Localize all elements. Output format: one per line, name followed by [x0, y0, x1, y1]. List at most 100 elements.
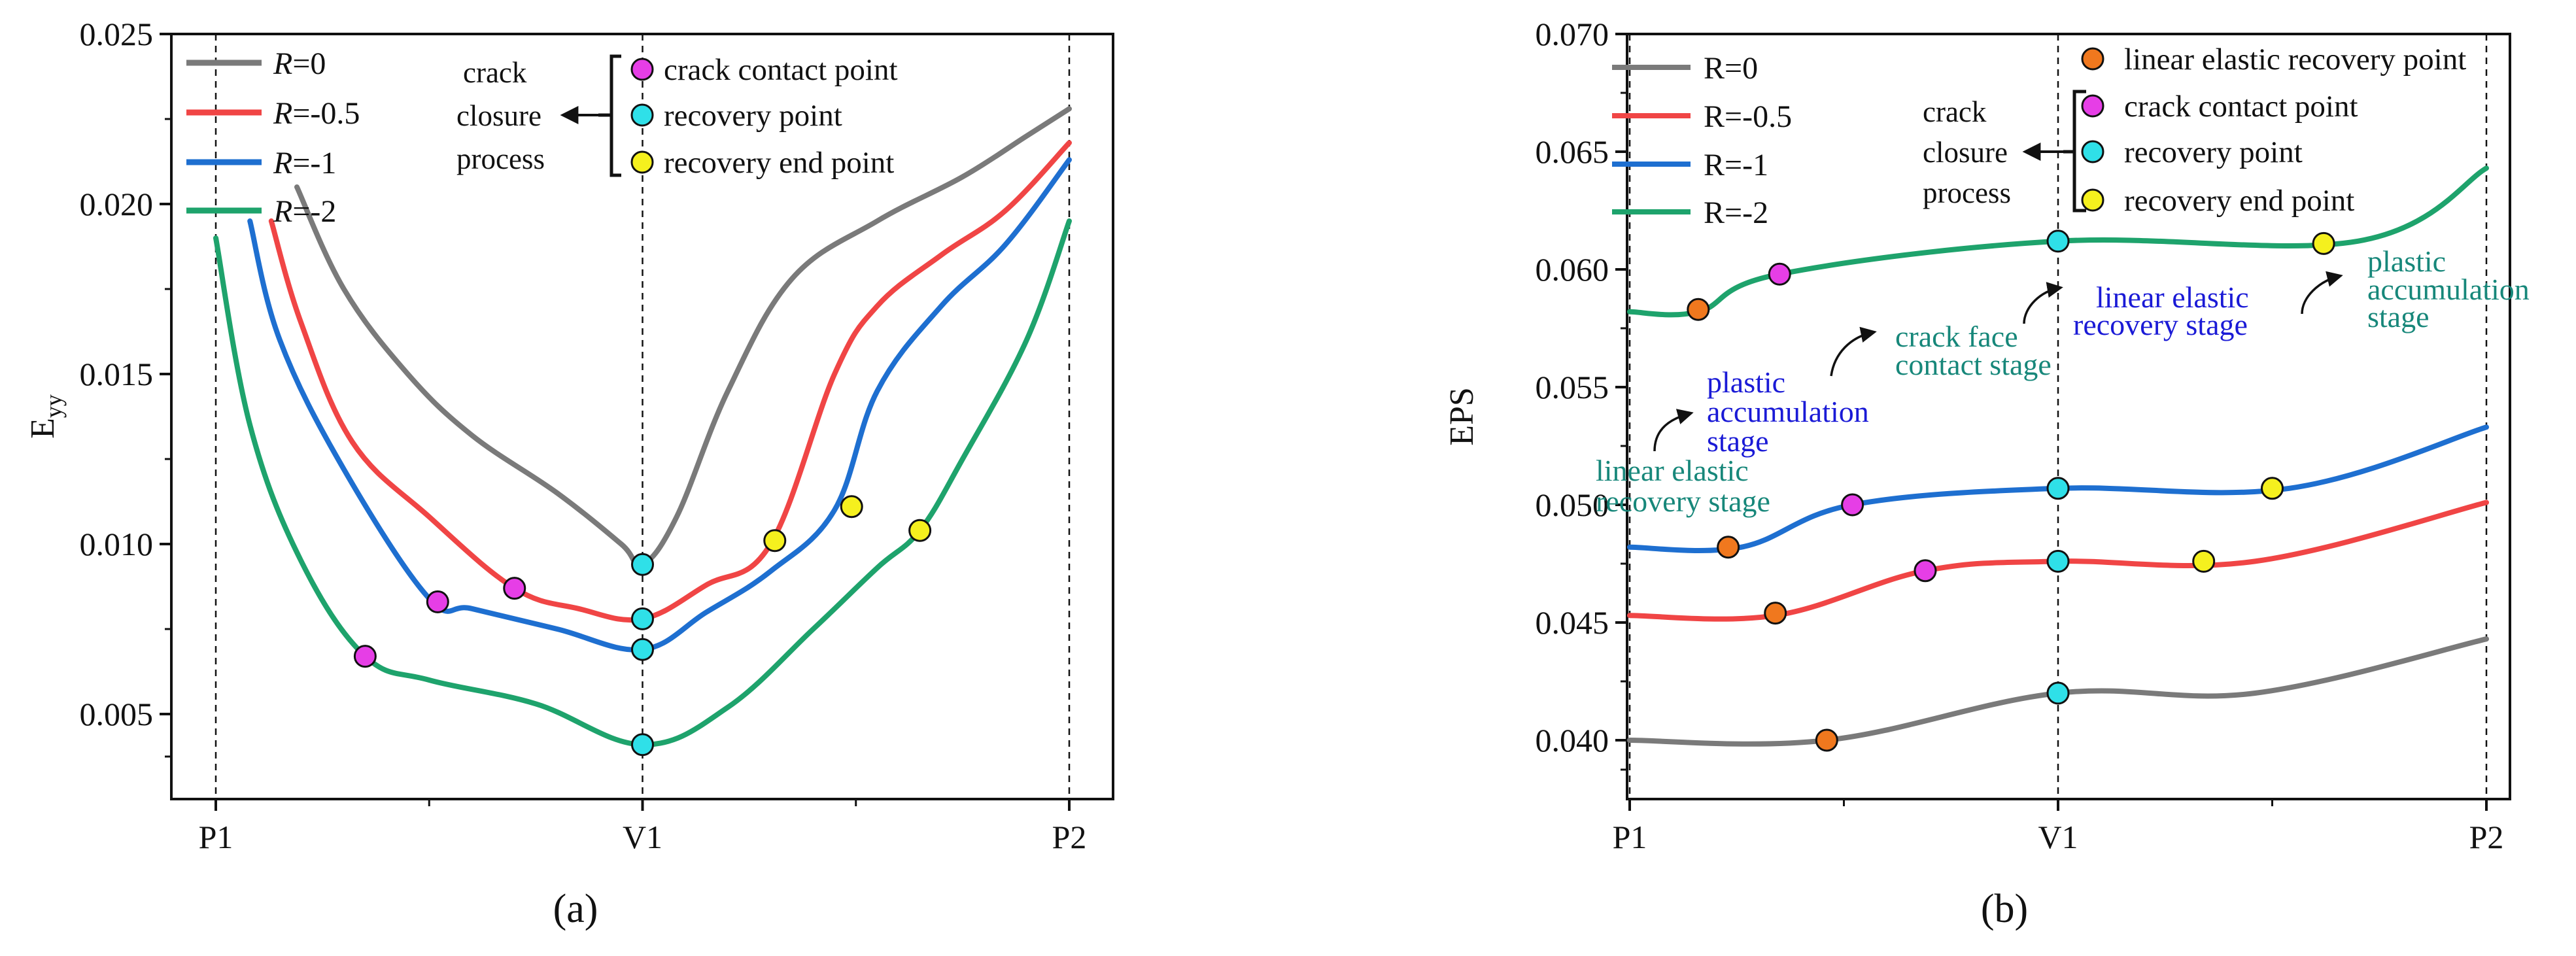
b-end-point — [2312, 231, 2335, 255]
panel-b-guide-lines — [1628, 34, 2488, 799]
stage-2-line-2: accumulation — [1707, 395, 1869, 428]
b-contact-point — [1768, 262, 1791, 286]
legend-b-label-r0: R=0 — [1704, 51, 1758, 86]
panel-b-key-contact-label: crack contact point — [2124, 90, 2358, 124]
panel-a-ylabel: Eyy — [24, 394, 67, 439]
panel-b-process-line-3: process — [1923, 177, 2011, 209]
panel-a-points — [353, 495, 932, 757]
b-y-tick-label: 0.045 — [1536, 604, 1609, 641]
stage-3-line-2: contact stage — [1895, 348, 2052, 381]
stage-4-line-2: recovery stage — [2073, 308, 2248, 341]
stage-2-line-3: stage — [1707, 424, 1769, 458]
panel-a-legend: R=0 R=-0.5 R=-1 R=-2 — [186, 46, 360, 229]
b-y-tick-label: 0.040 — [1536, 722, 1609, 759]
legend-a-r1-prefix: R — [273, 146, 292, 180]
b-contact-point — [1914, 559, 1937, 583]
a-recovery-point — [631, 638, 654, 661]
a-recovery-point — [631, 553, 654, 576]
a-end-point — [840, 495, 863, 519]
legend-a-label-r2: R=-2 — [273, 194, 336, 229]
a-series-line-r-1 — [247, 157, 1072, 653]
panel-a-bracket — [598, 54, 621, 177]
panel-a-key-end-label: recovery end point — [664, 146, 894, 180]
panel-b-ylabel: EPS — [1443, 387, 1481, 446]
legend-b-label-r2: R=-2 — [1704, 196, 1768, 230]
panel-a-key-contact-label: crack contact point — [664, 53, 898, 87]
a-recovery-point — [631, 733, 654, 757]
panel-b-stage-labels: linear elastic recovery stage plastic ac… — [1596, 245, 2530, 518]
b-x-tick-label-p1: P1 — [1613, 819, 1647, 855]
legend-a-r2-suffix: =-2 — [292, 194, 336, 229]
panel-b-caption-text: (b) — [1981, 887, 2028, 931]
a-x-tick-label-p1: P1 — [199, 819, 233, 855]
b-linear-point — [1815, 728, 1838, 752]
stage-3-line-1: crack face — [1895, 320, 2018, 353]
stage-1-line-2: recovery stage — [1596, 485, 1770, 518]
legend-a-label-r0: R=0 — [273, 46, 326, 81]
a-y-tick-label: 0.005 — [80, 696, 154, 732]
a-x-tick-label-v1: V1 — [623, 819, 662, 855]
a-series-line-r0 — [294, 106, 1072, 568]
legend-a-r05-prefix: R — [273, 96, 292, 131]
panel-a-y-ticks: 0.005 0.010 0.015 0.020 0.025 — [80, 16, 171, 758]
legend-a-r1-suffix: =-1 — [292, 146, 336, 180]
b-linear-point — [1717, 536, 1740, 559]
b-recovery-point — [2046, 681, 2070, 705]
panel-a-key-contact-marker — [630, 58, 654, 81]
a-end-point — [908, 519, 932, 542]
legend-a-label-r05: R=-0.5 — [273, 96, 360, 131]
stage-4-arrow — [2301, 271, 2343, 315]
panel-a-key-end-marker — [630, 150, 654, 174]
legend-a-r2-prefix: R — [273, 194, 292, 229]
b-y-tick-label: 0.070 — [1536, 16, 1609, 52]
stage-3-arrow — [2023, 282, 2063, 324]
legend-a-r0-prefix: R — [273, 46, 292, 81]
stage-4-line-1: linear elastic — [2096, 281, 2249, 314]
panel-b-legend: R=0 R=-0.5 R=-1 R=-2 — [1612, 51, 1792, 230]
b-y-tick-label: 0.060 — [1536, 251, 1609, 288]
panel-a-key-recovery-label: recovery point — [664, 99, 842, 133]
panel-a-process-line-3: process — [456, 143, 545, 175]
panel-b-chart: 0.040 0.045 0.050 0.055 0.060 0.065 0.070 P1 V1… — [1443, 16, 2530, 931]
b-y-tick-label: 0.050 — [1536, 487, 1609, 523]
a-contact-point — [426, 590, 449, 613]
panel-a-series — [213, 106, 1072, 747]
b-linear-point — [1764, 602, 1787, 625]
stage-5-line-1: plastic — [2367, 245, 2446, 278]
panel-b-key-end-label: recovery end point — [2124, 184, 2354, 218]
stage-2-arrow — [1830, 326, 1877, 377]
panel-a-ylabel-sub: yy — [41, 394, 67, 418]
b-end-point — [2192, 549, 2216, 573]
panel-a-caption-text: (a) — [553, 887, 598, 931]
panel-b-frame — [1626, 33, 2511, 800]
panel-a-caption: (a) — [553, 887, 598, 931]
b-recovery-point — [2046, 477, 2070, 500]
legend-b-label-r1: R=-1 — [1704, 148, 1768, 182]
panel-b-key-linear-marker — [2081, 47, 2104, 71]
panel-b-key-recovery-label: recovery point — [2124, 135, 2303, 169]
legend-a-r05-suffix: =-0.5 — [292, 96, 360, 131]
stage-2-line-1: plastic — [1707, 366, 1785, 399]
a-contact-point — [353, 645, 377, 668]
panel-b-key-linear-label: linear elastic recovery point — [2124, 43, 2466, 77]
panel-b-caption: (b) — [1981, 887, 2028, 931]
b-recovery-point — [2046, 230, 2070, 253]
panel-a-key-recovery-marker — [630, 103, 654, 127]
panel-a-ylabel-main: E — [24, 418, 61, 439]
b-end-point — [2261, 477, 2284, 500]
stage-5-line-2: accumulation — [2367, 273, 2530, 306]
a-recovery-point — [631, 607, 654, 630]
panel-a-process-line-2: closure — [456, 99, 541, 132]
stage-1-arrow — [1653, 409, 1694, 452]
panel-b-process-line-2: closure — [1923, 136, 2008, 169]
a-y-tick-label: 0.010 — [80, 526, 154, 562]
panel-a-annotation: crack closure process crack contact poin… — [456, 53, 898, 180]
a-x-tick-label-p2: P2 — [1052, 819, 1087, 855]
panel-a-process-line-1: crack — [463, 56, 527, 89]
legend-a-r0-suffix: =0 — [292, 46, 326, 81]
panel-a-x-ticks: P1 V1 P2 — [199, 799, 1087, 855]
b-x-tick-label-p2: P2 — [2469, 819, 2504, 855]
b-recovery-point — [2046, 549, 2070, 573]
